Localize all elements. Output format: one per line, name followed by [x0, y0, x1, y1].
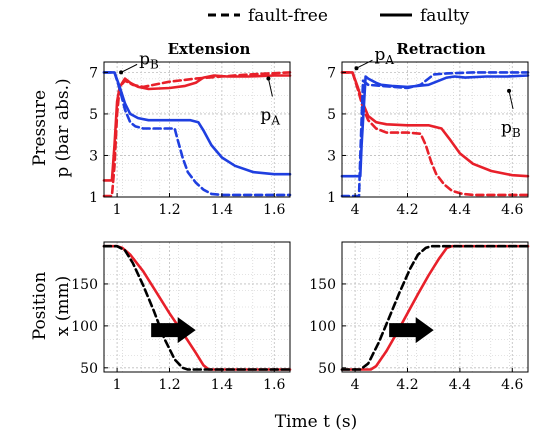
- x-tick-label: 4.6: [501, 377, 523, 393]
- x-tick-label: 1.6: [263, 377, 285, 393]
- y-tick-label: 3: [89, 148, 98, 164]
- annotation-label: pB: [501, 118, 521, 140]
- x-tick-label: 4.4: [449, 377, 471, 393]
- y-tick-label: 5: [89, 107, 98, 123]
- x-tick-label: 1: [113, 377, 122, 393]
- position-ylabel-line2: x (mm): [53, 276, 73, 337]
- x-tick-label: 4.4: [449, 202, 471, 218]
- annotation-label: pA: [260, 105, 280, 127]
- series-line-p-a-fault-free: [340, 71, 530, 197]
- y-tick-label: 1: [89, 190, 98, 206]
- y-tick-label: 150: [71, 277, 98, 293]
- y-tick-label: 150: [309, 277, 336, 293]
- x-tick-label: 1.4: [211, 202, 233, 218]
- x-tick-label: 1: [113, 202, 122, 218]
- plot-frame: [103, 61, 291, 198]
- direction-arrow: [389, 317, 434, 344]
- panel-extension-position: 1 1.2 1.4 1.6 50 100 150: [71, 241, 292, 393]
- series-line-p-b-fault-free: [340, 71, 530, 198]
- annotation-arrow: [120, 63, 138, 73]
- y-tick-label: 5: [327, 107, 336, 123]
- series-line-x-fault-free: [340, 244, 530, 371]
- panel-retraction-position: 4 4.2 4.4 4.6 50 100 150: [309, 241, 530, 393]
- x-tick-label: 4: [351, 202, 360, 218]
- annotation-arrowhead: [119, 70, 124, 75]
- annotation-arrowhead: [354, 66, 359, 71]
- plot-frame: [341, 61, 529, 198]
- annotation-arrow: [508, 90, 514, 110]
- x-tick-label: 1.2: [158, 202, 180, 218]
- x-axis-label: Time t (s): [275, 412, 358, 432]
- pressure-ylabel-line1: Pressure: [30, 90, 50, 166]
- panel-title: Extension: [168, 40, 251, 58]
- legend-dashed-label: fault-free: [248, 6, 328, 26]
- annotation-arrow: [356, 59, 373, 69]
- panel-title: Retraction: [396, 40, 485, 58]
- legend-solid-label: faulty: [420, 6, 470, 26]
- annotation-label: pA: [374, 45, 394, 67]
- plot-frame: [341, 241, 529, 373]
- annotation-label: pB: [139, 49, 159, 71]
- legend: fault-free faulty: [208, 6, 470, 26]
- x-tick-label: 4.6: [501, 202, 523, 218]
- y-tick-label: 100: [309, 319, 336, 335]
- x-tick-label: 1.2: [158, 377, 180, 393]
- position-ylabel: Position x (mm): [30, 272, 73, 341]
- y-tick-label: 7: [327, 65, 336, 81]
- panel-extension-pressure: 1 1.2 1.4 1.6 1 3 5 7 Extension pB pA: [89, 40, 292, 218]
- position-ylabel-line1: Position: [30, 272, 50, 341]
- annotation-arrowhead: [507, 88, 512, 93]
- direction-arrow: [151, 317, 196, 344]
- pressure-ylabel-line2: p (bar abs.): [53, 78, 73, 177]
- annotation-arrowhead: [266, 76, 271, 81]
- series-line-p-a-fault-free: [102, 71, 292, 198]
- x-tick-label: 1.6: [263, 202, 285, 218]
- plot-frame: [103, 241, 291, 373]
- pressure-ylabel: Pressure p (bar abs.): [30, 78, 73, 177]
- y-tick-label: 3: [327, 148, 336, 164]
- y-tick-label: 50: [80, 361, 98, 377]
- x-tick-label: 4.2: [396, 202, 418, 218]
- y-tick-label: 7: [89, 65, 98, 81]
- annotation-arrow: [267, 78, 273, 97]
- series-line-p-b-fault-free: [102, 71, 292, 197]
- x-tick-label: 4.2: [396, 377, 418, 393]
- x-tick-label: 4: [351, 377, 360, 393]
- series-line-x-faulty: [340, 244, 530, 371]
- x-tick-label: 1.4: [211, 377, 233, 393]
- y-tick-label: 1: [327, 190, 336, 206]
- y-tick-label: 50: [318, 361, 336, 377]
- y-tick-label: 100: [71, 319, 98, 335]
